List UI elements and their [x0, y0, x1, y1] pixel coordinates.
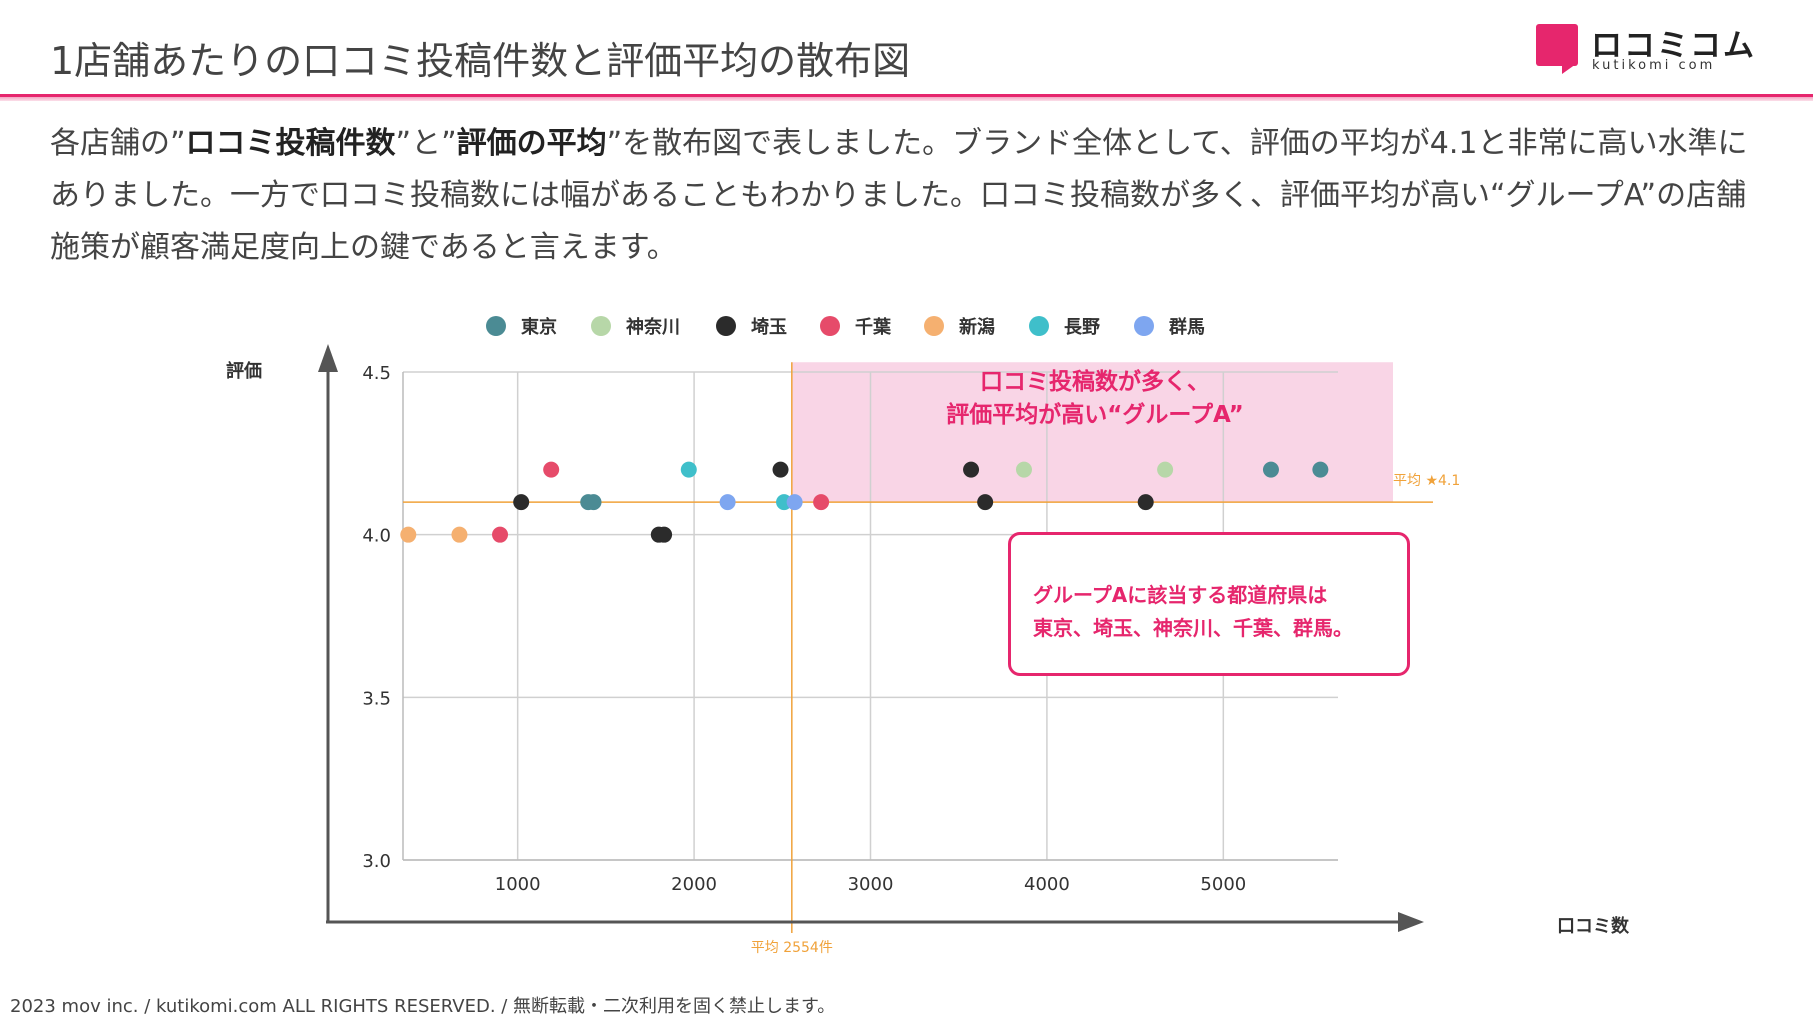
- groupA-region: [791, 362, 1393, 503]
- data-point: [1312, 461, 1329, 478]
- description-text: 各店舗の”: [50, 126, 186, 161]
- data-point: [813, 494, 830, 511]
- data-point: [400, 526, 417, 543]
- page-title: 1店舗あたりの口コミ投稿件数と評価平均の散布図: [50, 39, 911, 83]
- legend-label: 神奈川: [626, 316, 680, 338]
- legend-marker: [716, 316, 736, 336]
- data-point: [656, 526, 673, 543]
- x-axis-arrowhead: [1398, 912, 1424, 932]
- legend-label: 埼玉: [751, 316, 787, 338]
- legend-marker: [1029, 316, 1049, 336]
- legend-label: 東京: [521, 316, 557, 338]
- y-tick-label: 4.0: [362, 526, 391, 547]
- data-point: [772, 461, 789, 478]
- groupA-annotation: 口コミ投稿数が多く、 評価平均が高い“グループA”: [800, 366, 1390, 432]
- legend-marker: [820, 316, 840, 336]
- callout-box: グループAに該当する都道府県は 東京、埼玉、神奈川、千葉、群馬。: [1008, 532, 1410, 676]
- header-divider: [0, 94, 1813, 101]
- y-axis-title: 評価: [226, 360, 262, 382]
- data-point: [451, 526, 468, 543]
- legend-label: 長野: [1064, 317, 1100, 338]
- logo-speech-bubble-icon: [1536, 24, 1578, 74]
- description-bold: ロコミ投稿件数: [185, 126, 396, 161]
- scatter-chart: 3.0 3.5 4.0 4.5 1000 2000 3000 4000 5000 平均 ★4.1 平…: [226, 316, 1630, 956]
- callout-line: 東京、埼玉、神奈川、千葉、群馬。: [1033, 616, 1353, 640]
- data-point: [1015, 461, 1032, 478]
- legend-label: 新潟: [959, 316, 995, 338]
- data-point: [719, 494, 736, 511]
- x-tick-label: 5000: [1200, 874, 1246, 895]
- data-point: [1157, 461, 1174, 478]
- copyright-footer: 2023 mov inc. / kutikomi.com ALL RIGHTS …: [10, 996, 836, 1017]
- data-point: [1137, 494, 1154, 511]
- legend-marker: [924, 316, 944, 336]
- groupA-annotation-line: 口コミ投稿数が多く、: [980, 369, 1210, 395]
- legend-label: 群馬: [1169, 316, 1205, 338]
- avg-rating-label: 平均 ★4.1: [1393, 473, 1460, 489]
- y-tick-label: 3.5: [362, 688, 391, 709]
- data-point: [513, 494, 530, 511]
- legend-marker: [591, 316, 611, 336]
- data-point: [963, 461, 980, 478]
- logo-text: ロコミコム: [1591, 28, 1756, 64]
- x-axis-title: 口コミ数: [1557, 915, 1630, 937]
- x-tick-label: 1000: [495, 874, 541, 895]
- data-point: [1262, 461, 1279, 478]
- x-tick-label: 2000: [671, 874, 717, 895]
- data-point: [492, 526, 509, 543]
- legend-label: 千葉: [855, 317, 892, 338]
- x-tick-label: 3000: [848, 874, 894, 895]
- legend-marker: [1134, 316, 1154, 336]
- data-point: [977, 494, 994, 511]
- avg-count-label: 平均 2554件: [751, 940, 833, 956]
- x-tick-label: 4000: [1024, 874, 1070, 895]
- legend-marker: [486, 316, 506, 336]
- logo-subtext: kutikomi com: [1592, 58, 1716, 73]
- data-point: [585, 494, 602, 511]
- y-tick-label: 3.0: [362, 851, 391, 872]
- callout-line: グループAに該当する都道府県は: [1033, 583, 1328, 607]
- description-text: ”と”: [395, 126, 457, 161]
- description-text: ”を散布図で表しました。ブランド全体として、評価の平均が4.1と非常に高い水準に…: [50, 126, 1748, 265]
- y-tick-label: 4.5: [362, 363, 391, 384]
- brand-logo: ロコミコム kutikomi com: [1536, 20, 1796, 76]
- data-point: [543, 461, 560, 478]
- description-bold: 評価の平均: [456, 126, 607, 161]
- description: 各店舗の”ロコミ投稿件数”と”評価の平均”を散布図で表しました。ブランド全体とし…: [50, 118, 1770, 274]
- data-point: [786, 494, 803, 511]
- y-axis-arrowhead: [318, 344, 338, 372]
- groupA-annotation-line: 評価平均が高い“グループA”: [946, 402, 1244, 428]
- data-point: [680, 461, 697, 478]
